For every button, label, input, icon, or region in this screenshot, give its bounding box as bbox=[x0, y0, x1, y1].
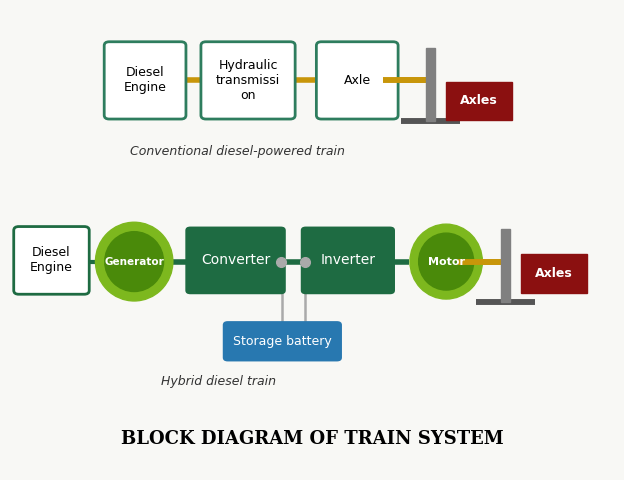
Text: Diesel
Engine: Diesel Engine bbox=[124, 66, 167, 95]
Text: Conventional diesel-powered train: Conventional diesel-powered train bbox=[130, 144, 344, 158]
FancyBboxPatch shape bbox=[201, 42, 295, 119]
Ellipse shape bbox=[95, 222, 173, 301]
Ellipse shape bbox=[105, 232, 163, 291]
Ellipse shape bbox=[419, 233, 474, 290]
Text: Generator: Generator bbox=[104, 257, 164, 266]
Text: Motor: Motor bbox=[427, 257, 465, 266]
Bar bbox=[426, 48, 436, 121]
Text: Axles: Axles bbox=[535, 267, 573, 280]
FancyBboxPatch shape bbox=[301, 227, 395, 294]
Bar bbox=[500, 229, 510, 302]
Text: Storage battery: Storage battery bbox=[233, 335, 332, 348]
Bar bbox=[521, 254, 587, 293]
Text: Inverter: Inverter bbox=[320, 253, 376, 267]
Text: Axles: Axles bbox=[460, 94, 498, 108]
FancyBboxPatch shape bbox=[104, 42, 186, 119]
FancyBboxPatch shape bbox=[223, 321, 342, 361]
FancyBboxPatch shape bbox=[185, 227, 286, 294]
Text: Hydraulic
transmissi
on: Hydraulic transmissi on bbox=[216, 59, 280, 102]
Text: BLOCK DIAGRAM OF TRAIN SYSTEM: BLOCK DIAGRAM OF TRAIN SYSTEM bbox=[120, 430, 504, 448]
Text: Converter: Converter bbox=[201, 253, 270, 267]
Text: Diesel
Engine: Diesel Engine bbox=[30, 246, 73, 275]
Text: Hybrid diesel train: Hybrid diesel train bbox=[161, 375, 276, 388]
Bar bbox=[446, 82, 512, 120]
Text: Axle: Axle bbox=[344, 74, 371, 87]
FancyBboxPatch shape bbox=[316, 42, 398, 119]
FancyBboxPatch shape bbox=[14, 227, 89, 294]
Ellipse shape bbox=[410, 224, 482, 299]
